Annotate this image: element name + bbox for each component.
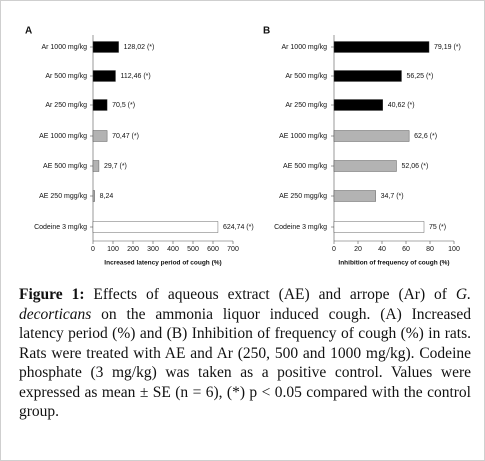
x-tick-label: 100 bbox=[107, 246, 119, 253]
bar bbox=[333, 130, 410, 142]
panel-title: B bbox=[263, 26, 270, 37]
category-label: Ar 500 mg/kg bbox=[45, 73, 87, 80]
category-label: Ar 500 mg/kg bbox=[285, 73, 327, 80]
x-tick-label: 40 bbox=[378, 246, 386, 253]
x-axis-label: Inhibition of frequency of cough (%) bbox=[338, 260, 449, 267]
category-label: AE 250 mgg/kg bbox=[279, 193, 327, 200]
bar bbox=[92, 160, 100, 172]
value-label: 70,5 (*) bbox=[112, 102, 135, 109]
value-label: 40,62 (*) bbox=[388, 102, 415, 109]
x-axis-label: Increased latency period of cough (%) bbox=[104, 260, 221, 267]
category-label: Ar 250 mg/kg bbox=[285, 102, 327, 109]
bar bbox=[333, 190, 376, 202]
value-label: 62,6 (*) bbox=[414, 133, 437, 140]
value-label: 624,74 (*) bbox=[223, 224, 254, 231]
value-label: 128,02 (*) bbox=[124, 44, 155, 51]
x-tick-label: 700 bbox=[227, 246, 239, 253]
category-label: AE 250 mgg/kg bbox=[39, 193, 87, 200]
value-label: 70,47 (*) bbox=[112, 133, 139, 140]
caption-species: G. decorticans bbox=[19, 286, 471, 323]
x-tick-label: 60 bbox=[402, 246, 410, 253]
bar bbox=[333, 221, 425, 233]
x-tick-label: 80 bbox=[426, 246, 434, 253]
x-tick-label: 0 bbox=[332, 246, 336, 253]
bar bbox=[92, 221, 219, 233]
x-tick-label: 20 bbox=[354, 246, 362, 253]
value-label: 52,06 (*) bbox=[401, 163, 428, 170]
caption-text: Effects of aqueous extract (AE) and arro… bbox=[84, 286, 456, 303]
x-tick-label: 0 bbox=[91, 246, 95, 253]
category-label: AE 1000 mg/kg bbox=[279, 133, 327, 140]
x-tick-label: 600 bbox=[207, 246, 219, 253]
x-tick-label: 100 bbox=[448, 246, 460, 253]
bar bbox=[333, 70, 402, 82]
category-label: Ar 250 mg/kg bbox=[45, 102, 87, 109]
category-label: Ar 1000 mg/kg bbox=[281, 44, 327, 51]
bar bbox=[333, 41, 430, 53]
value-label: 8,24 bbox=[100, 193, 114, 200]
caption-text: on the ammonia liquor induced cough. (A)… bbox=[19, 305, 471, 421]
bar bbox=[333, 99, 383, 111]
bar bbox=[92, 41, 119, 53]
value-label: 34,7 (*) bbox=[381, 193, 404, 200]
caption: Figure 1: Effects of aqueous extract (AE… bbox=[19, 285, 471, 422]
x-tick-label: 300 bbox=[147, 246, 159, 253]
category-label: AE 500 mg/kg bbox=[43, 163, 87, 170]
category-label: Codeine 3 mg/kg bbox=[34, 224, 87, 231]
value-label: 56,25 (*) bbox=[407, 73, 434, 80]
panel-title: A bbox=[25, 26, 32, 37]
x-tick-label: 500 bbox=[187, 246, 199, 253]
x-tick-label: 200 bbox=[127, 246, 139, 253]
category-label: AE 1000 mg/kg bbox=[39, 133, 87, 140]
value-label: 75 (*) bbox=[429, 224, 446, 231]
value-label: 112,46 (*) bbox=[120, 73, 150, 80]
value-label: 29,7 (*) bbox=[104, 163, 127, 170]
bar bbox=[92, 99, 108, 111]
category-label: Ar 1000 mg/kg bbox=[41, 44, 87, 51]
category-label: AE 500 mg/kg bbox=[283, 163, 327, 170]
bar bbox=[92, 130, 108, 142]
x-tick-label: 400 bbox=[167, 246, 179, 253]
value-label: 79,19 (*) bbox=[434, 44, 461, 51]
bar bbox=[92, 190, 95, 202]
bar bbox=[333, 160, 397, 172]
bar bbox=[92, 70, 116, 82]
category-label: Codeine 3 mg/kg bbox=[274, 224, 327, 231]
caption-label: Figure 1: bbox=[19, 286, 85, 303]
